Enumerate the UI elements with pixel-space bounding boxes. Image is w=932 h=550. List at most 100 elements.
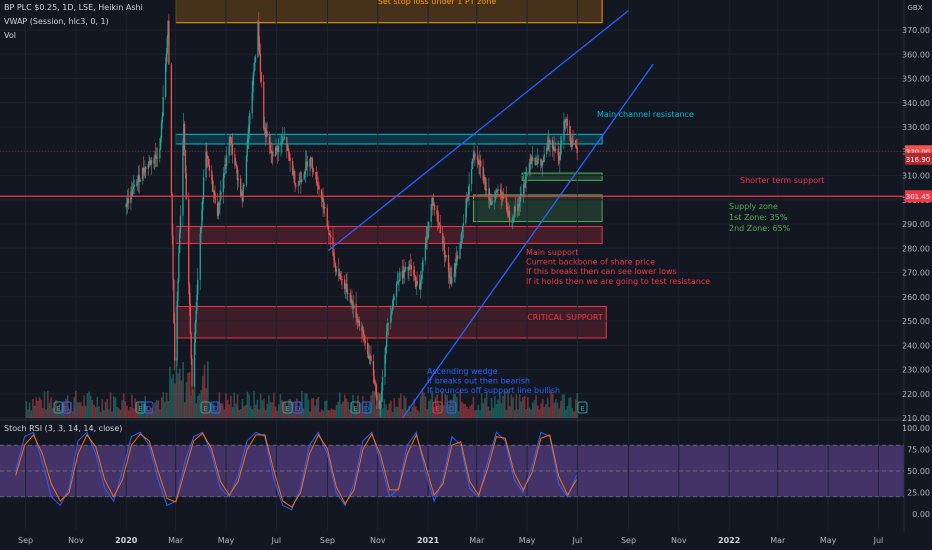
candle-body (513, 206, 516, 217)
candle-body (453, 273, 455, 278)
candle-body (341, 279, 343, 280)
candle-body (236, 167, 239, 181)
candle-body (178, 252, 180, 281)
candle-body (253, 70, 255, 77)
candle-body (145, 166, 147, 170)
candle-body (301, 179, 303, 183)
candle-body (482, 166, 484, 181)
volume-bar (485, 391, 488, 418)
volume-bar (228, 404, 231, 418)
volume-bar (132, 408, 135, 418)
time-tick-label: Sep (18, 536, 33, 545)
candle-body (339, 273, 341, 277)
candle-body (276, 147, 278, 149)
price-tick-label: 210.00 (902, 414, 930, 423)
volume-bar (467, 408, 470, 418)
volume-bar (253, 390, 255, 418)
volume-bar (312, 398, 315, 418)
volume-bar (459, 390, 462, 418)
candle-body (484, 182, 487, 191)
candle-body (442, 232, 444, 244)
candle-body (241, 192, 243, 202)
candle-body (399, 271, 401, 281)
candle-body (536, 160, 539, 164)
candle-body (542, 161, 545, 162)
event-marker (292, 401, 303, 414)
candle-body (154, 154, 156, 159)
volume-bar (470, 404, 473, 418)
event-marker-text: E (56, 405, 60, 413)
candle-body (398, 280, 400, 282)
candle-body (500, 191, 502, 197)
event-marker (200, 401, 211, 414)
vol-legend[interactable]: Vol (4, 31, 16, 40)
volume-bar (94, 407, 97, 418)
candle-body (311, 158, 314, 168)
candle-body (413, 269, 415, 275)
volume-bar (276, 410, 278, 418)
candle-body (349, 292, 352, 303)
candle-body (223, 173, 225, 179)
candle-body (529, 162, 531, 165)
candle-body (426, 237, 428, 239)
volume-bar (215, 410, 217, 418)
candle-body (478, 162, 480, 165)
candle-body (404, 266, 407, 269)
candle-body (216, 203, 219, 217)
volume-bar (286, 406, 288, 418)
volume-bar (246, 391, 249, 418)
candle-body (390, 310, 393, 316)
volume-bar (449, 399, 452, 418)
candle-body (547, 140, 549, 150)
candle-body (318, 185, 320, 190)
volume-bar (390, 400, 392, 418)
candle-body (265, 131, 267, 137)
candle-body (303, 174, 305, 180)
candle-body (392, 300, 394, 307)
candle-body (321, 197, 323, 199)
volume-bar (510, 394, 513, 418)
volume-bar (343, 394, 346, 418)
candle-body (189, 303, 192, 334)
candle-body (240, 192, 243, 196)
volume-bar (297, 410, 300, 418)
candle-body (229, 136, 231, 147)
candle-body (554, 150, 556, 152)
event-marker (53, 401, 64, 414)
candle-body (295, 185, 297, 187)
candle-body (437, 214, 439, 222)
candle-body (323, 206, 325, 209)
candle-body (173, 279, 175, 323)
candle-body (448, 272, 451, 278)
candle-body (333, 256, 335, 260)
candle-body (419, 284, 421, 290)
event-marker (61, 401, 72, 414)
volume-bar (221, 403, 224, 418)
trendline (327, 10, 629, 252)
candle-body (451, 277, 453, 284)
volume-bar (566, 405, 569, 418)
candle-body (259, 54, 262, 72)
stoch-legend[interactable]: Stoch RSI (3, 3, 14, 14, close) (4, 424, 123, 433)
candle-body (251, 92, 253, 114)
volume-bar (99, 411, 102, 418)
candle-body (237, 178, 239, 181)
volume-bar (160, 397, 163, 418)
symbol-legend[interactable]: BP PLC $0.25, 1D, LSE, Heikin Ashi (4, 3, 143, 12)
price-tick-label: 330.00 (902, 123, 930, 132)
candle-body (408, 268, 410, 271)
volume-bar (513, 409, 516, 418)
candle-body (397, 281, 399, 283)
volume-bar (320, 409, 323, 418)
volume-bar (414, 406, 417, 418)
volume-bar (317, 397, 320, 418)
zone-rect (521, 172, 603, 181)
candle-body (476, 156, 479, 160)
volume-bar (307, 399, 310, 418)
vwap-legend[interactable]: VWAP (Session, hlc3, 0, 1) (4, 17, 109, 26)
stop-loss-annotation: Set stop loss under 1 PT zone (378, 0, 497, 6)
volume-bar (263, 398, 265, 418)
candle-body (358, 320, 361, 326)
